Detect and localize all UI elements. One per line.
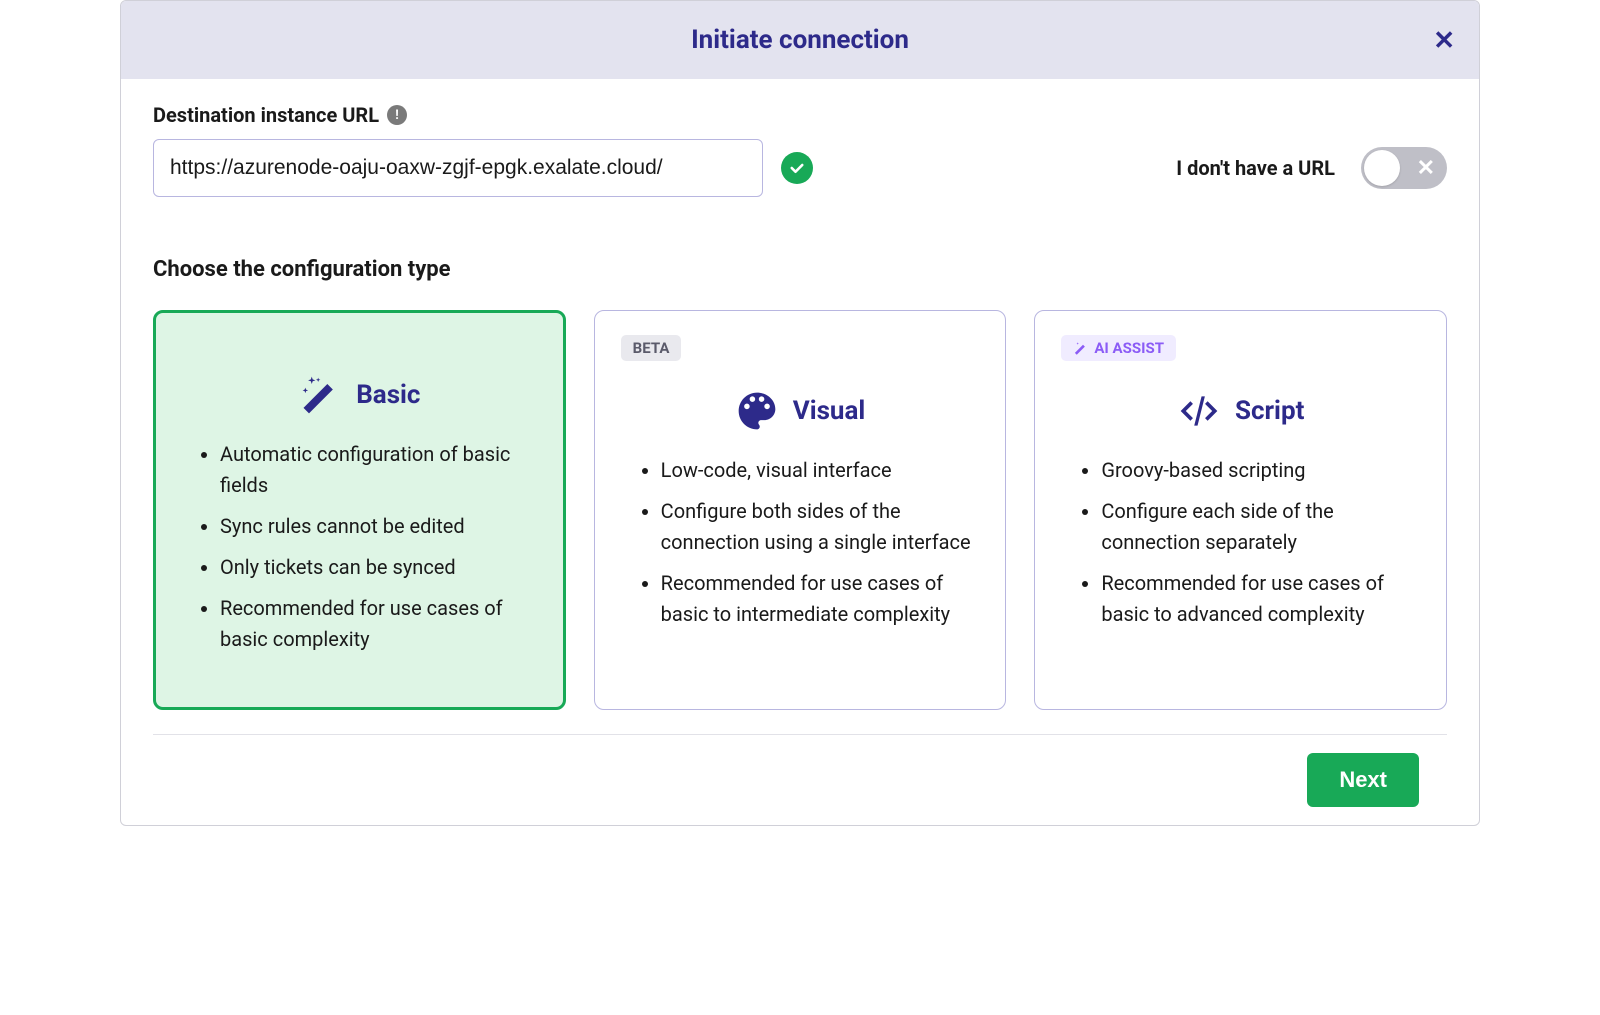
code-icon — [1177, 389, 1221, 433]
card-title: Script — [1235, 396, 1304, 426]
card-bullet: Configure each side of the connection se… — [1101, 496, 1420, 558]
config-card-script[interactable]: AI ASSIST Script Groovy-based scripting … — [1034, 310, 1447, 710]
dialog-header: Initiate connection ✕ — [121, 1, 1479, 79]
ai-assist-badge: AI ASSIST — [1061, 335, 1176, 361]
config-cards-row: Basic Automatic configuration of basic f… — [153, 310, 1447, 710]
card-bullet: Automatic configuration of basic fields — [220, 439, 539, 501]
card-bullet: Configure both sides of the connection u… — [661, 496, 980, 558]
card-title-row: Script — [1061, 389, 1420, 433]
card-title-row: Basic — [180, 373, 539, 417]
config-type-heading: Choose the configuration type — [153, 257, 1447, 282]
card-title-row: Visual — [621, 389, 980, 433]
config-card-visual[interactable]: BETA Visual Low-code, visual interface C… — [594, 310, 1007, 710]
url-input-row: I don't have a URL ✕ — [153, 139, 1447, 197]
url-valid-icon — [781, 152, 813, 184]
card-bullet: Recommended for use cases of basic to in… — [661, 568, 980, 630]
card-bullets: Groovy-based scripting Configure each si… — [1061, 455, 1420, 630]
card-bullets: Automatic configuration of basic fields … — [180, 439, 539, 655]
close-button[interactable]: ✕ — [1433, 27, 1455, 53]
destination-url-input[interactable] — [153, 139, 763, 197]
next-button[interactable]: Next — [1307, 753, 1419, 807]
ai-assist-badge-text: AI ASSIST — [1094, 339, 1164, 357]
card-bullet: Groovy-based scripting — [1101, 455, 1420, 486]
initiate-connection-dialog: Initiate connection ✕ Destination instan… — [120, 0, 1480, 826]
beta-badge: BETA — [621, 335, 682, 361]
dialog-title: Initiate connection — [691, 25, 909, 55]
info-icon[interactable]: ! — [387, 105, 407, 125]
dialog-footer: Next — [153, 734, 1447, 825]
no-url-toggle[interactable]: ✕ — [1361, 147, 1447, 189]
toggle-off-icon: ✕ — [1417, 156, 1435, 181]
card-bullet: Recommended for use cases of basic compl… — [220, 593, 539, 655]
card-bullet: Sync rules cannot be edited — [220, 511, 539, 542]
sparkle-wand-icon — [1073, 341, 1088, 356]
palette-icon — [735, 389, 779, 433]
card-title: Visual — [793, 396, 866, 426]
card-bullet: Recommended for use cases of basic to ad… — [1101, 568, 1420, 630]
config-card-basic[interactable]: Basic Automatic configuration of basic f… — [153, 310, 566, 710]
url-field-label: Destination instance URL — [153, 103, 379, 127]
card-bullet: Low-code, visual interface — [661, 455, 980, 486]
card-title: Basic — [356, 380, 420, 410]
dialog-body: Destination instance URL ! I don't have … — [121, 79, 1479, 825]
no-url-label: I don't have a URL — [1176, 156, 1335, 180]
card-bullets: Low-code, visual interface Configure bot… — [621, 455, 980, 630]
url-label-row: Destination instance URL ! — [153, 103, 1447, 127]
card-bullet: Only tickets can be synced — [220, 552, 539, 583]
toggle-knob — [1364, 150, 1400, 186]
wand-icon — [298, 373, 342, 417]
